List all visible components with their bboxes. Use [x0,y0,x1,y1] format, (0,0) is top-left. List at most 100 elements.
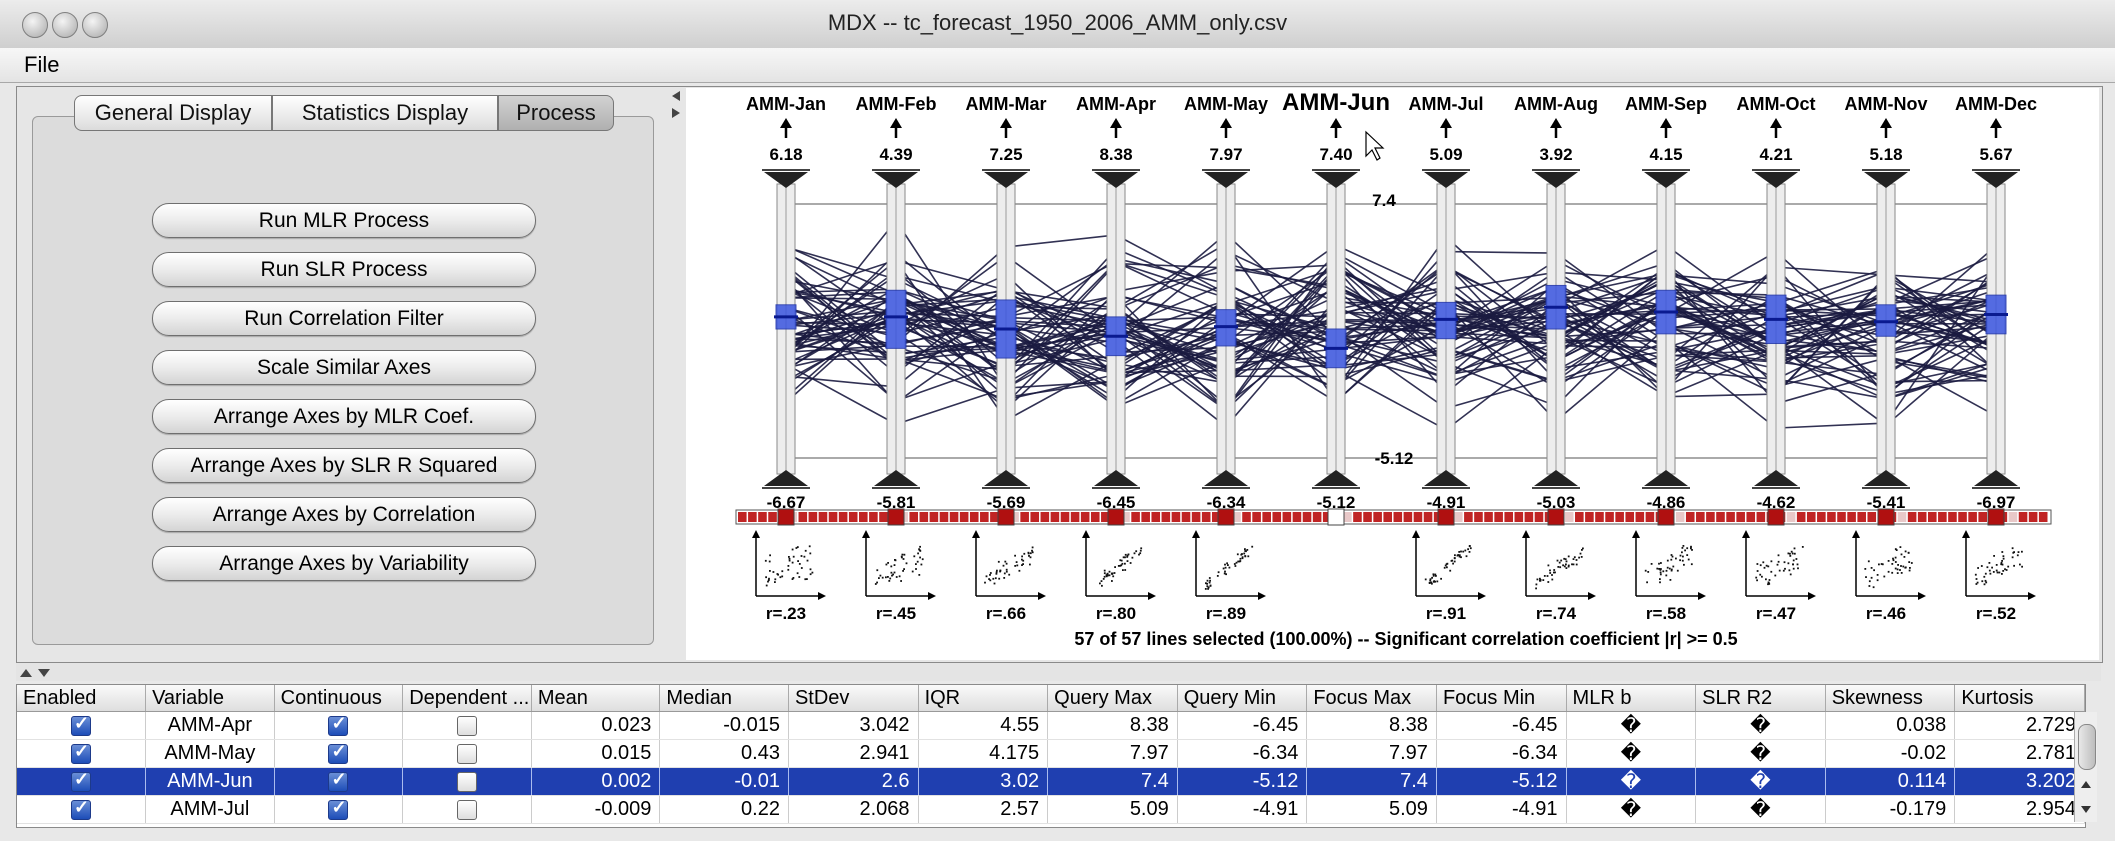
correlation-cell[interactable] [1262,512,1271,522]
correlation-cell[interactable] [1121,512,1130,522]
correlation-marker[interactable] [1437,508,1455,526]
column-header[interactable]: Dependent ... [402,685,532,712]
run-slr-process-button[interactable]: Run SLR Process [152,252,536,287]
correlation-cell[interactable] [1746,512,1756,522]
correlation-cell[interactable] [2028,512,2038,522]
column-header[interactable]: MLR b [1566,685,1697,712]
data-polyline[interactable] [785,279,1997,390]
correlation-cell[interactable] [1968,512,1977,522]
column-header[interactable]: Focus Min [1436,685,1567,712]
correlation-cell[interactable] [1817,512,1826,522]
correlation-cell[interactable] [1635,512,1645,522]
arrange-axes-variability-button[interactable]: Arrange Axes by Variability [152,546,536,581]
correlation-cell[interactable] [1232,512,1241,522]
data-polyline[interactable] [785,279,1997,375]
focus-min-handle-icon[interactable] [1534,470,1578,486]
correlation-cell[interactable] [1615,512,1624,522]
correlation-cell[interactable] [1363,512,1372,522]
close-window-button[interactable] [22,12,48,38]
data-polyline[interactable] [785,244,1997,375]
data-polyline[interactable] [785,266,1997,385]
correlation-cell[interactable] [1867,512,1877,522]
correlation-cell[interactable] [1796,512,1806,522]
data-polyline[interactable] [785,298,1997,393]
correlation-cell[interactable] [1706,512,1715,522]
correlation-cell[interactable] [990,512,999,522]
correlation-cell[interactable] [1020,512,1029,522]
correlation-cell[interactable] [1625,512,1635,522]
continuous-checkbox[interactable] [328,741,349,764]
correlation-cell[interactable] [1534,512,1544,522]
correlation-cell[interactable] [1181,512,1191,522]
correlation-cell[interactable] [1060,512,1070,522]
table-row[interactable]: AMM-May0.0150.432.9414.1757.97-6.347.97-… [17,739,2085,768]
focus-min-handle-icon[interactable] [1754,470,1798,486]
correlation-cell[interactable] [1050,512,1060,522]
table-row[interactable]: AMM-Apr0.023-0.0153.0424.558.38-6.458.38… [17,711,2085,740]
table-row[interactable]: AMM-Jun0.002-0.012.63.027.4-5.127.4-5.12… [17,767,2085,796]
split-arrows-icon[interactable] [670,90,684,120]
continuous-checkbox[interactable] [328,797,349,820]
data-polyline[interactable] [785,270,1997,400]
data-polyline[interactable] [785,234,1997,379]
correlation-cell[interactable] [1474,512,1483,522]
column-header[interactable]: Skewness [1825,685,1956,712]
correlation-marker[interactable] [887,508,905,526]
arrange-axes-mlr-coef-button[interactable]: Arrange Axes by MLR Coef. [152,399,536,434]
arrange-axes-correlation-button[interactable]: Arrange Axes by Correlation [152,497,536,532]
data-polyline[interactable] [785,244,1997,370]
correlation-cell[interactable] [1302,512,1312,522]
correlation-cell[interactable] [1413,512,1423,522]
correlation-cell[interactable] [1141,512,1150,522]
correlation-cell[interactable] [929,512,939,522]
correlation-cell[interactable] [1847,512,1856,522]
correlation-cell[interactable] [939,512,949,522]
correlation-cell[interactable] [1353,512,1362,522]
focus-max-handle-icon[interactable] [1644,172,1688,188]
correlation-cell[interactable] [1242,512,1251,522]
dependent-checkbox[interactable] [457,799,478,820]
data-polyline[interactable] [785,259,1997,422]
correlation-cell[interactable] [1211,512,1221,522]
tab-process[interactable]: Process [498,95,614,131]
column-header[interactable]: Continuous [274,685,404,712]
correlation-cell[interactable] [1403,512,1413,522]
correlation-cell[interactable] [1514,512,1524,522]
correlation-marker[interactable] [1107,508,1125,526]
table-row[interactable]: AMM-Jul-0.0090.222.0682.575.09-4.915.09-… [17,795,2085,824]
dependent-checkbox[interactable] [457,771,478,792]
correlation-cell[interactable] [748,512,757,522]
correlation-cell[interactable] [1696,512,1705,522]
dependent-checkbox[interactable] [457,743,478,764]
correlation-cell[interactable] [859,512,868,522]
data-polyline[interactable] [785,267,1997,411]
correlation-cell[interactable] [1161,512,1171,522]
correlation-cell[interactable] [1393,512,1403,522]
correlation-cell[interactable] [1897,512,1907,522]
table-scrollbar[interactable] [2074,712,2097,822]
correlation-cell[interactable] [1010,512,1019,522]
focus-max-handle-icon[interactable] [1534,172,1578,188]
enabled-checkbox[interactable] [71,797,92,820]
correlation-cell[interactable] [1907,512,1917,522]
data-polyline[interactable] [785,252,1997,428]
correlation-cell[interactable] [1191,512,1201,522]
correlation-cell[interactable] [1685,512,1695,522]
correlation-cell[interactable] [758,512,767,522]
correlation-cell[interactable] [959,512,969,522]
correlation-cell[interactable] [1070,512,1080,522]
correlation-cell[interactable] [1948,512,1957,522]
correlation-cell[interactable] [1786,512,1796,522]
run-mlr-process-button[interactable]: Run MLR Process [152,203,536,238]
correlation-cell[interactable] [1101,512,1110,522]
correlation-cell[interactable] [1494,512,1503,522]
correlation-cell[interactable] [879,512,888,522]
correlation-cell[interactable] [2018,512,2028,522]
correlation-cell[interactable] [1736,512,1745,522]
splitter-arrows-icon[interactable] [18,667,54,679]
focus-max-handle-icon[interactable] [1864,172,1908,188]
correlation-cell[interactable] [1423,512,1433,522]
correlation-cell[interactable] [1131,512,1140,522]
correlation-cell[interactable] [919,512,929,522]
correlation-cell[interactable] [1857,512,1866,522]
